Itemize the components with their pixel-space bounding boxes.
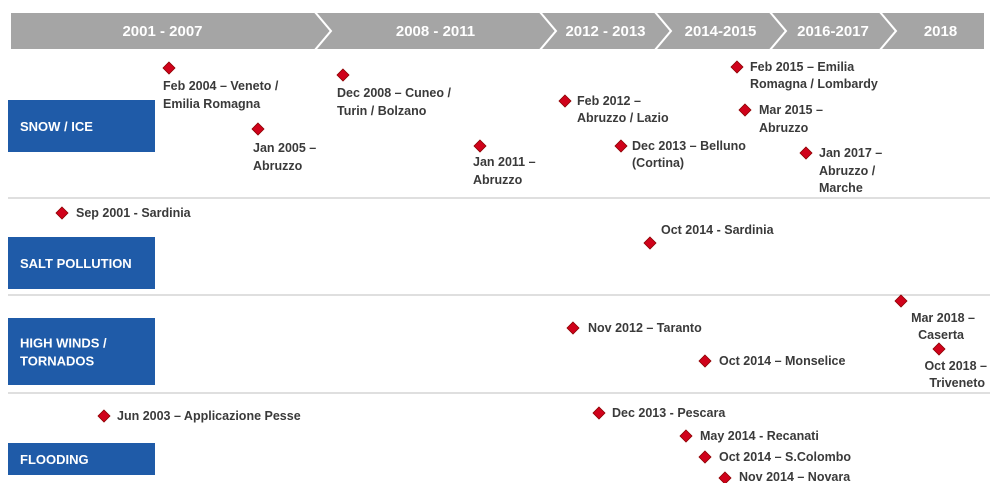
category-box [8,100,155,152]
event-marker [566,321,580,335]
event-marker [162,61,176,75]
event-label: Jun 2003 – Applicazione Pesse [117,409,301,423]
category-label: SNOW / ICE [20,119,93,134]
event-label: Abruzzo [759,121,809,135]
event-marker [97,409,111,423]
category-label: TORNADOS [20,354,94,369]
event-label: Caserta [918,328,965,342]
period-label: 2012 - 2013 [565,23,645,40]
event-label: Nov 2012 – Taranto [588,321,702,335]
category-label: HIGH WINDS / [20,336,107,351]
event-marker [592,406,606,420]
event-marker [730,60,744,74]
period-label: 2014-2015 [685,23,757,40]
event-marker [894,294,908,308]
event-marker [614,139,628,153]
event-label: Feb 2012 – [577,94,641,108]
event-label: Dec 2013 - Pescara [612,406,726,420]
event-marker [336,68,350,82]
event-label: Jan 2017 – [819,146,882,160]
event-label: Turin / Bolzano [337,104,427,118]
event-marker [718,471,732,483]
event-marker [251,122,265,136]
event-label: Triveneto [929,376,985,390]
event-label: Abruzzo [253,159,303,173]
event-marker [558,94,572,108]
event-label: Feb 2004 – Veneto / [163,79,279,93]
event-label: Abruzzo [473,173,523,187]
event-marker [799,146,813,160]
category-box [8,237,155,289]
event-label: Mar 2015 – [759,103,823,117]
event-marker [643,236,657,250]
event-label: Abruzzo / Lazio [577,111,669,125]
event-label: Emilia Romagna [163,97,261,111]
event-label: Oct 2014 – Monselice [719,354,846,368]
event-label: Jan 2011 – [473,155,536,169]
period-label: 2018 [924,23,957,40]
event-label: Sep 2001 - Sardinia [76,206,192,220]
event-marker [738,103,752,117]
period-label: 2016-2017 [797,23,869,40]
event-marker [698,450,712,464]
event-marker [55,206,69,220]
event-label: Dec 2008 – Cuneo / [337,86,451,100]
event-marker [679,429,693,443]
event-label: Oct 2014 - Sardinia [661,223,775,237]
event-label: Abruzzo / [819,164,876,178]
event-label: (Cortina) [632,156,684,170]
category-label: FLOODING [20,452,89,467]
event-marker [932,342,946,356]
event-label: Oct 2014 – S.Colombo [719,450,851,464]
event-label: Dec 2013 – Belluno [632,139,746,153]
category-label: SALT POLLUTION [20,256,132,271]
period-label: 2001 - 2007 [122,23,202,40]
event-label: Mar 2018 – [911,311,975,325]
category-box [8,443,155,475]
event-label: May 2014 - Recanati [700,429,819,443]
category-box [8,318,155,385]
event-label: Nov 2014 – Novara [739,470,851,483]
event-label: Marche [819,181,863,195]
event-marker [698,354,712,368]
event-label: Oct 2018 – [924,359,987,373]
event-label: Jan 2005 – [253,141,316,155]
event-label: Romagna / Lombardy [750,77,878,91]
period-label: 2008 - 2011 [396,23,475,40]
period-chevron [877,11,986,51]
event-marker [473,139,487,153]
event-label: Feb 2015 – Emilia [750,60,855,74]
